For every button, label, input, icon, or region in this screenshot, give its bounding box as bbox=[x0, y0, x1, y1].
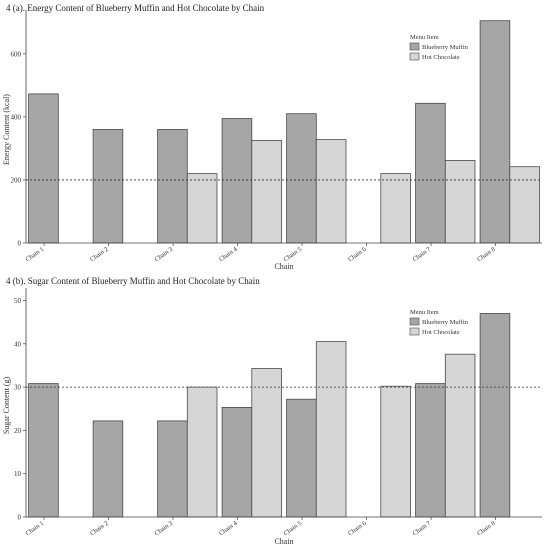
bar-hot-chocolate bbox=[444, 159, 476, 244]
x-tick-label: Chain 1 bbox=[24, 520, 45, 537]
y-tick-label: 10 bbox=[14, 470, 22, 478]
energy-chart-panel: 4 (a). Energy Content of Blueberry Muffi… bbox=[0, 0, 550, 271]
legend-label: Hot Chocolate bbox=[422, 54, 460, 61]
x-axis-label: Chain bbox=[274, 537, 293, 546]
x-tick-label: Chain 2 bbox=[89, 520, 110, 537]
bar-hot-chocolate bbox=[444, 353, 476, 518]
x-tick-label: Chain 6 bbox=[347, 519, 368, 537]
bar-hot-chocolate bbox=[251, 368, 282, 518]
y-axis-label: Sugar Content (g) bbox=[2, 377, 11, 435]
y-tick-label: 200 bbox=[11, 176, 22, 184]
bar-blueberry-muffin bbox=[479, 20, 511, 244]
legend-title: Menu Item bbox=[410, 309, 439, 316]
x-tick-label: Chain 4 bbox=[218, 519, 239, 537]
x-tick-label: Chain 7 bbox=[411, 245, 432, 263]
bar-blueberry-muffin bbox=[415, 102, 446, 244]
bar-hot-chocolate bbox=[315, 341, 347, 518]
y-tick-label: 600 bbox=[11, 50, 22, 58]
bar-blueberry-muffin bbox=[415, 383, 446, 518]
bar-hot-chocolate bbox=[186, 173, 218, 244]
y-tick-label: 400 bbox=[11, 113, 22, 121]
bar-blueberry-muffin bbox=[28, 383, 59, 518]
bar-hot-chocolate bbox=[251, 140, 282, 244]
bar-hot-chocolate bbox=[380, 173, 411, 244]
legend-swatch-blueberry-muffin bbox=[409, 317, 420, 326]
x-tick-label: Chain 4 bbox=[218, 245, 239, 263]
chart-title: 4 (b). Sugar Content of Blueberry Muffin… bbox=[6, 276, 260, 286]
y-tick-label: 40 bbox=[14, 340, 22, 348]
x-tick-label: Chain 5 bbox=[282, 520, 303, 537]
x-tick-label: Chain 7 bbox=[411, 519, 432, 537]
y-tick-label: 0 bbox=[18, 240, 22, 248]
x-tick-label: Chain 3 bbox=[153, 246, 174, 263]
legend-swatch-hot-chocolate bbox=[409, 52, 420, 61]
bar-blueberry-muffin bbox=[92, 420, 124, 518]
legend-swatch-hot-chocolate bbox=[409, 327, 420, 336]
x-tick-label: Chain 1 bbox=[24, 246, 45, 263]
x-tick-label: Chain 3 bbox=[153, 520, 174, 537]
bar-blueberry-muffin bbox=[157, 420, 188, 518]
bar-hot-chocolate bbox=[186, 386, 218, 518]
sugar-chart-svg: Chain 1 Chain 2 Chain 3 Chain 4 Chain 5 Chain… bbox=[2, 288, 542, 546]
bar-blueberry-muffin bbox=[28, 93, 59, 244]
y-tick-label: 30 bbox=[14, 384, 22, 392]
y-axis-label: Energy Content (kcal) bbox=[2, 94, 11, 165]
bar-blueberry-muffin bbox=[92, 129, 124, 244]
bar-hot-chocolate bbox=[380, 385, 411, 518]
bar-blueberry-muffin bbox=[286, 113, 317, 244]
bar-hot-chocolate bbox=[509, 166, 540, 244]
sugar-chart-panel: 4 (b). Sugar Content of Blueberry Muffin… bbox=[0, 273, 550, 546]
legend-label: Blueberry Muffin bbox=[422, 319, 469, 326]
bar-blueberry-muffin bbox=[221, 118, 253, 244]
x-tick-label: Chain 6 bbox=[347, 245, 368, 263]
legend-label: Blueberry Muffin bbox=[422, 44, 469, 51]
legend-label: Hot Chocolate bbox=[422, 329, 460, 336]
bar-blueberry-muffin bbox=[157, 129, 188, 244]
bar-blueberry-muffin bbox=[286, 398, 317, 518]
y-tick-label: 0 bbox=[18, 514, 22, 522]
legend-title: Menu Item bbox=[410, 34, 439, 41]
bar-hot-chocolate bbox=[315, 139, 347, 244]
bar-blueberry-muffin bbox=[479, 313, 511, 518]
bar-blueberry-muffin bbox=[221, 406, 253, 518]
x-tick-label: Chain 8 bbox=[476, 520, 497, 537]
x-axis-label: Chain bbox=[274, 262, 293, 271]
x-tick-label: Chain 8 bbox=[476, 246, 497, 263]
x-tick-label: Chain 2 bbox=[89, 246, 110, 263]
energy-chart-svg: Chain 1 Chain 2 Chain 3 Chain 4 Chain 5 Chain… bbox=[2, 10, 542, 271]
chart-title: 4 (a). Energy Content of Blueberry Muffi… bbox=[6, 3, 265, 13]
y-tick-label: 50 bbox=[14, 297, 22, 305]
x-tick-label: Chain 5 bbox=[282, 246, 303, 263]
legend-swatch-blueberry-muffin bbox=[409, 42, 420, 51]
y-tick-label: 20 bbox=[14, 427, 22, 435]
